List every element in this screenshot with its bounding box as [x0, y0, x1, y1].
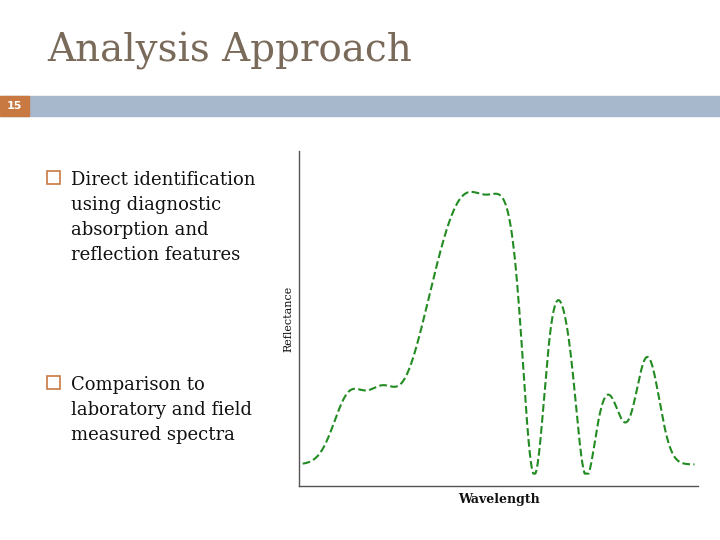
Text: Direct identification
using diagnostic
absorption and
reflection features: Direct identification using diagnostic a…: [71, 171, 255, 264]
Bar: [47, 376, 60, 389]
Text: Comparison to
laboratory and field
measured spectra: Comparison to laboratory and field measu…: [71, 376, 251, 444]
X-axis label: Wavelength: Wavelength: [458, 493, 539, 506]
Text: 15: 15: [6, 101, 22, 111]
Bar: [0, 96, 29, 116]
Bar: [47, 171, 60, 184]
Y-axis label: Reflectance: Reflectance: [283, 286, 293, 352]
Text: Analysis Approach: Analysis Approach: [47, 32, 412, 70]
Bar: [0, 96, 720, 116]
